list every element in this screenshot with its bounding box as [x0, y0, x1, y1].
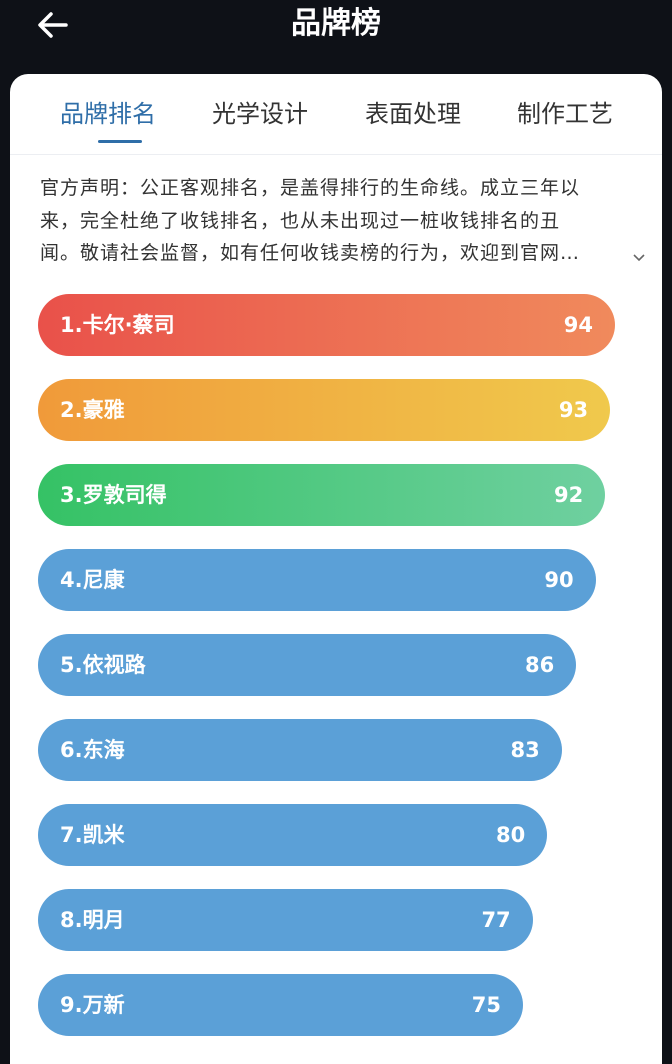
brand-score: 77 [481, 908, 511, 932]
notice-line: 来，完全杜绝了收钱排名，也从未出现过一桩收钱排名的丑 [40, 209, 561, 232]
brand-name: 3.罗敦司得 [60, 483, 167, 507]
brand-score: 86 [525, 653, 555, 677]
brand-score: 75 [471, 993, 501, 1017]
brand-name: 6.东海 [60, 738, 125, 762]
rank-bar[interactable]: 4.尼康 90 [38, 549, 596, 611]
rank-bar[interactable]: 2.豪雅 93 [38, 379, 611, 441]
tab[interactable]: 光学设计 [212, 100, 308, 128]
brand-name: 4.尼康 [60, 568, 125, 592]
notice: 官方声明：公正客观排名，是盖得排行的生命线。成立三年以 来，完全杜绝了收钱排名，… [40, 172, 640, 270]
content-card: 品牌排名 光学设计 表面处理 制作工艺 官方声明：公正客观排名，是盖得排行的生命… [10, 74, 662, 1064]
rank-bar[interactable]: 9.万新 75 [38, 974, 523, 1036]
tab[interactable]: 品牌排名 [60, 100, 156, 128]
expand-button[interactable] [632, 252, 646, 262]
brand-score: 92 [554, 483, 584, 507]
brand-name: 9.万新 [60, 993, 125, 1017]
rank-bar[interactable]: 5.依视路 86 [38, 634, 577, 696]
rank-bar[interactable]: 6.东海 83 [38, 719, 562, 781]
brand-score: 90 [544, 568, 574, 592]
tab[interactable]: 表面处理 [365, 100, 461, 128]
brand-score: 94 [563, 313, 593, 337]
page-title: 品牌榜 [291, 6, 381, 41]
brand-score: 93 [558, 398, 589, 422]
rank-bar[interactable]: 7.凯米 80 [38, 804, 548, 866]
brand-score: 83 [510, 738, 540, 762]
notice-line: 官方声明：公正客观排名，是盖得排行的生命线。成立三年以 [40, 177, 581, 199]
brand-name: 7.凯米 [60, 823, 125, 847]
notice-line: 闻。敬请社会监督，如有任何收钱卖榜的行为，欢迎到官网… [40, 242, 581, 264]
tab-indicator [98, 140, 142, 143]
rank-bar[interactable]: 8.明月 77 [38, 889, 533, 951]
tab[interactable]: 制作工艺 [517, 100, 613, 128]
brand-name: 2.豪雅 [60, 398, 125, 422]
back-button[interactable] [36, 8, 70, 42]
rank-bar[interactable]: 3.罗敦司得 92 [38, 464, 606, 526]
brand-score: 80 [495, 823, 526, 847]
brand-name: 8.明月 [60, 908, 125, 932]
rank-bar[interactable]: 1.卡尔·蔡司 94 [38, 294, 615, 356]
tab-bar: 品牌排名 光学设计 表面处理 制作工艺 [10, 74, 662, 155]
brand-name: 1.卡尔·蔡司 [60, 313, 175, 337]
brand-name: 5.依视路 [60, 653, 146, 677]
